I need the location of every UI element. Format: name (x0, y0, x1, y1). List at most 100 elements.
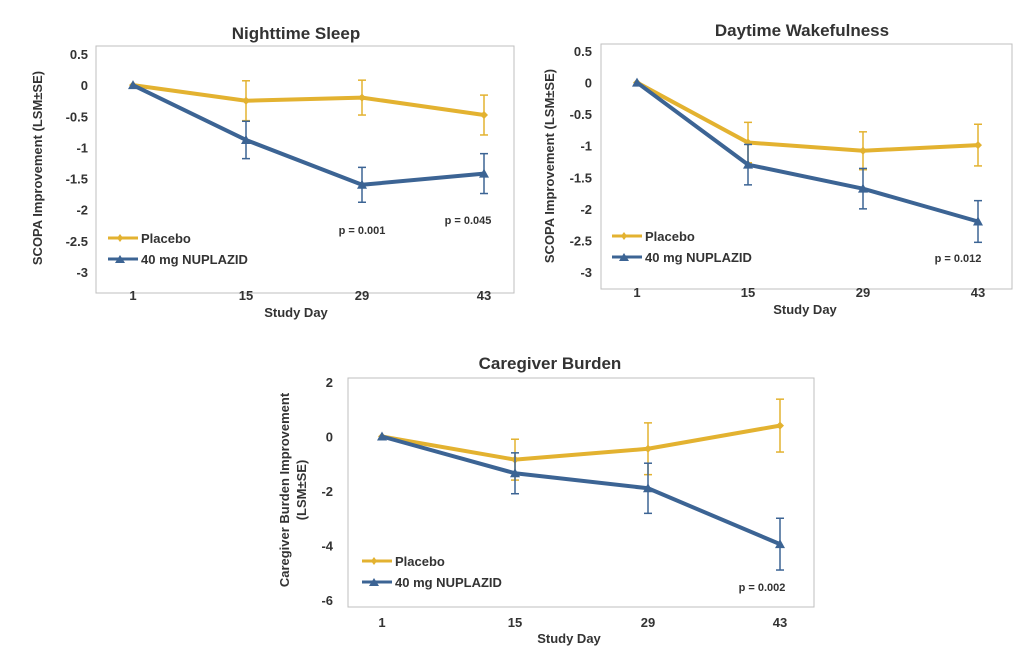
data-point (357, 179, 367, 189)
x-axis-label: Study Day (773, 302, 837, 317)
series-layer (377, 398, 785, 571)
y-axis-label-line-1: Caregiver Burden Improvement (277, 392, 292, 587)
y-tick-label: 0 (326, 430, 333, 445)
x-axis: 1 15 29 43 (633, 285, 985, 300)
series-line (131, 83, 486, 187)
y-axis: 0.5 0 -0.5 -1 -1.5 -2 -2.5 -3 (570, 44, 592, 280)
y-tick-label: 0 (585, 76, 592, 91)
diamond-marker-icon (371, 557, 377, 565)
x-axis: 1 15 29 43 (129, 288, 491, 303)
x-axis-label: Study Day (537, 631, 601, 646)
data-point (974, 141, 982, 150)
legend: Placebo 40 mg NUPLAZID (612, 229, 752, 265)
series-line (380, 423, 782, 462)
data-point (776, 421, 784, 430)
y-tick-label: -3 (76, 265, 88, 280)
y-tick-label: 0.5 (574, 44, 592, 59)
legend: Placebo 40 mg NUPLAZID (108, 231, 248, 267)
x-tick-label: 29 (856, 285, 870, 300)
y-axis: 0.5 0 -0.5 -1 -1.5 -2 -2.5 -3 (66, 47, 88, 280)
data-point (743, 159, 753, 169)
p-value-annotation: p = 0.045 (445, 215, 492, 227)
p-value-annotation: p = 0.012 (935, 253, 982, 265)
x-tick-label: 1 (129, 288, 136, 303)
data-point (973, 216, 983, 226)
x-tick-label: 15 (741, 285, 755, 300)
x-tick-label: 29 (641, 615, 655, 630)
y-tick-label: -6 (321, 593, 333, 608)
series-line (380, 434, 782, 547)
x-tick-label: 1 (633, 285, 640, 300)
x-axis: 1 15 29 43 (378, 615, 787, 630)
triangle-marker-icon (115, 255, 125, 263)
legend-label-placebo: Placebo (645, 229, 695, 244)
y-tick-label: -4 (321, 539, 333, 554)
legend-label-placebo: Placebo (141, 231, 191, 246)
y-tick-label: 2 (326, 375, 333, 390)
y-tick-label: -3 (580, 265, 592, 280)
chart-daytime-wakefulness: Daytime Wakefulness 0.5 0 -0.5 -1 -1.5 -2 -2.5… (542, 21, 1013, 317)
chart-caregiver-burden: Caregiver Burden 2 0 -2 -4 -6 1 15 29 43 Study … (277, 354, 815, 646)
data-point (242, 96, 250, 105)
data-point (377, 431, 387, 441)
diamond-marker-icon (117, 234, 123, 242)
series-nuplazid (128, 80, 489, 203)
y-axis-label: SCOPA Improvement (LSM±SE) (542, 69, 557, 263)
plot-frame (95, 45, 515, 294)
y-axis-label: Caregiver Burden Improvement (LSM±SE) (277, 392, 309, 587)
chart-title: Nighttime Sleep (232, 24, 360, 43)
data-point (479, 168, 489, 178)
data-point (632, 77, 642, 87)
series-line (635, 80, 980, 153)
diamond-marker-icon (621, 232, 627, 240)
y-tick-label: -1.5 (570, 170, 592, 185)
y-tick-label: -0.5 (66, 109, 88, 124)
chart-title: Caregiver Burden (479, 354, 622, 373)
y-tick-label: -2 (580, 202, 592, 217)
legend-label-placebo: Placebo (395, 554, 445, 569)
data-point (358, 93, 366, 102)
y-tick-label: 0 (81, 78, 88, 93)
data-point (644, 444, 652, 453)
data-point (480, 111, 488, 120)
series-layer (128, 79, 489, 203)
y-tick-label: -1.5 (66, 172, 88, 187)
data-point (128, 80, 138, 90)
y-tick-label: -0.5 (570, 107, 592, 122)
series-nuplazid (632, 77, 983, 244)
y-axis-label-line-2: (LSM±SE) (294, 460, 309, 521)
p-value-annotation: p = 0.002 (739, 582, 786, 594)
chart-title: Daytime Wakefulness (715, 21, 889, 40)
data-point (859, 146, 867, 155)
p-value-annotation: p = 0.001 (339, 225, 386, 237)
data-point (241, 134, 251, 144)
y-tick-label: -2.5 (66, 234, 88, 249)
triangle-marker-icon (619, 253, 629, 261)
y-axis: 2 0 -2 -4 -6 (321, 375, 333, 608)
plot-frame (347, 377, 815, 608)
y-tick-label: -2 (321, 484, 333, 499)
y-tick-label: 0.5 (70, 47, 88, 62)
x-tick-label: 1 (378, 615, 385, 630)
legend-label-nuplazid: 40 mg NUPLAZID (141, 252, 248, 267)
series-nuplazid (377, 431, 785, 571)
data-point (775, 539, 785, 549)
y-axis-label: SCOPA Improvement (LSM±SE) (30, 71, 45, 265)
legend-label-nuplazid: 40 mg NUPLAZID (395, 575, 502, 590)
data-point (858, 183, 868, 193)
x-tick-label: 29 (355, 288, 369, 303)
series-layer (632, 77, 983, 244)
x-tick-label: 43 (971, 285, 985, 300)
x-tick-label: 43 (477, 288, 491, 303)
data-point (643, 483, 653, 493)
x-tick-label: 15 (239, 288, 253, 303)
y-tick-label: -2.5 (570, 233, 592, 248)
y-tick-label: -1 (580, 139, 592, 154)
plot-frame (600, 43, 1013, 290)
legend: Placebo 40 mg NUPLAZID (362, 554, 502, 590)
y-tick-label: -1 (76, 140, 88, 155)
legend-label-nuplazid: 40 mg NUPLAZID (645, 250, 752, 265)
x-axis-label: Study Day (264, 305, 328, 320)
x-tick-label: 15 (508, 615, 522, 630)
